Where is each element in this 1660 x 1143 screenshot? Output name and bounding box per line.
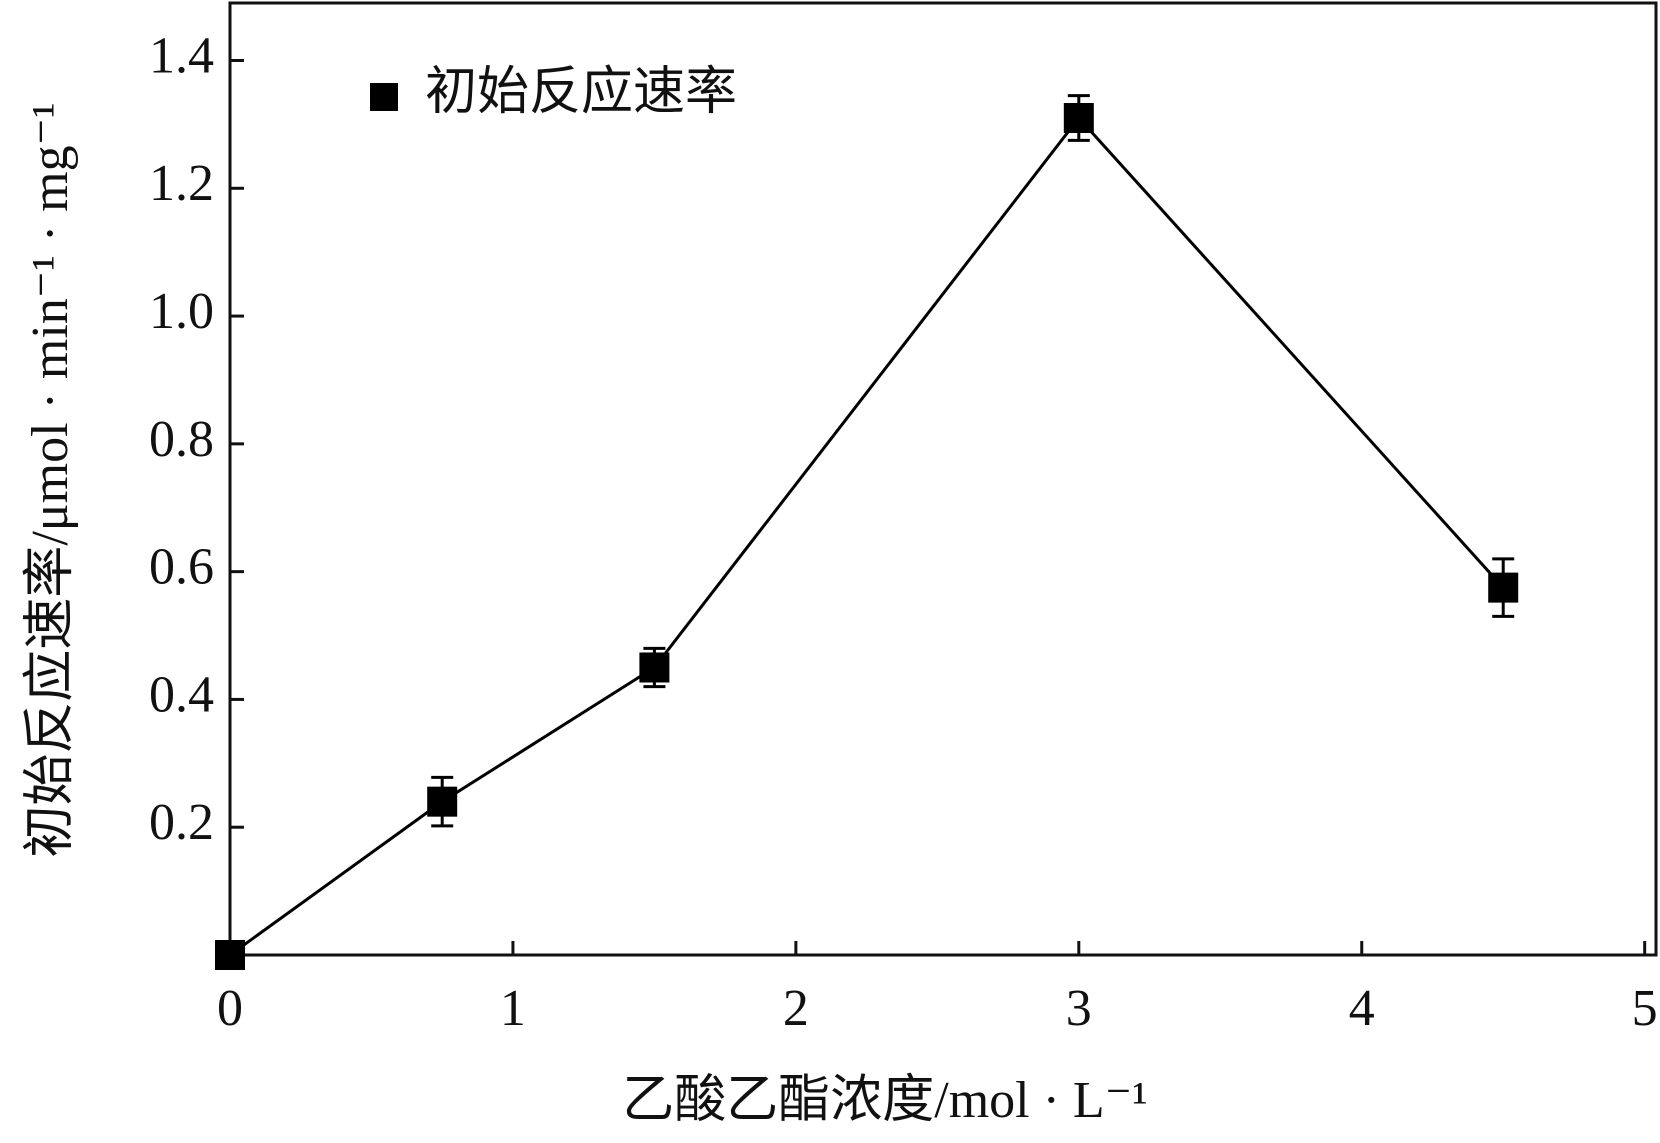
y-tick-label: 0.2 <box>149 794 214 851</box>
x-tick-label: 3 <box>1066 980 1092 1037</box>
x-tick-label: 0 <box>217 980 243 1037</box>
y-tick-label: 1.4 <box>149 27 214 84</box>
x-axis-title: 乙酸乙酯浓度/mol · L⁻¹ <box>622 1072 1147 1129</box>
x-tick-label: 4 <box>1349 980 1375 1037</box>
x-tick-label: 1 <box>500 980 526 1037</box>
marker <box>639 652 670 683</box>
y-axis-title: 初始反应速率/μmol · min⁻¹ · mg⁻¹ <box>22 102 79 857</box>
marker <box>215 940 245 970</box>
y-tick-label: 1.0 <box>149 283 214 340</box>
x-tick-label: 2 <box>783 980 809 1037</box>
line <box>229 115 1505 957</box>
legend-marker <box>370 83 398 111</box>
legend-label: 初始反应速率 <box>425 64 737 121</box>
y-tick-label: 0.4 <box>149 666 214 723</box>
y-tick-label: 0.8 <box>149 411 214 468</box>
plot-frame <box>228 1 1658 957</box>
marker <box>1488 572 1519 603</box>
marker <box>427 786 458 817</box>
x-tick-label: 5 <box>1632 980 1658 1037</box>
y-tick-label: 0.6 <box>149 539 214 596</box>
y-tick-label: 1.2 <box>149 155 214 212</box>
marker <box>1063 103 1094 134</box>
